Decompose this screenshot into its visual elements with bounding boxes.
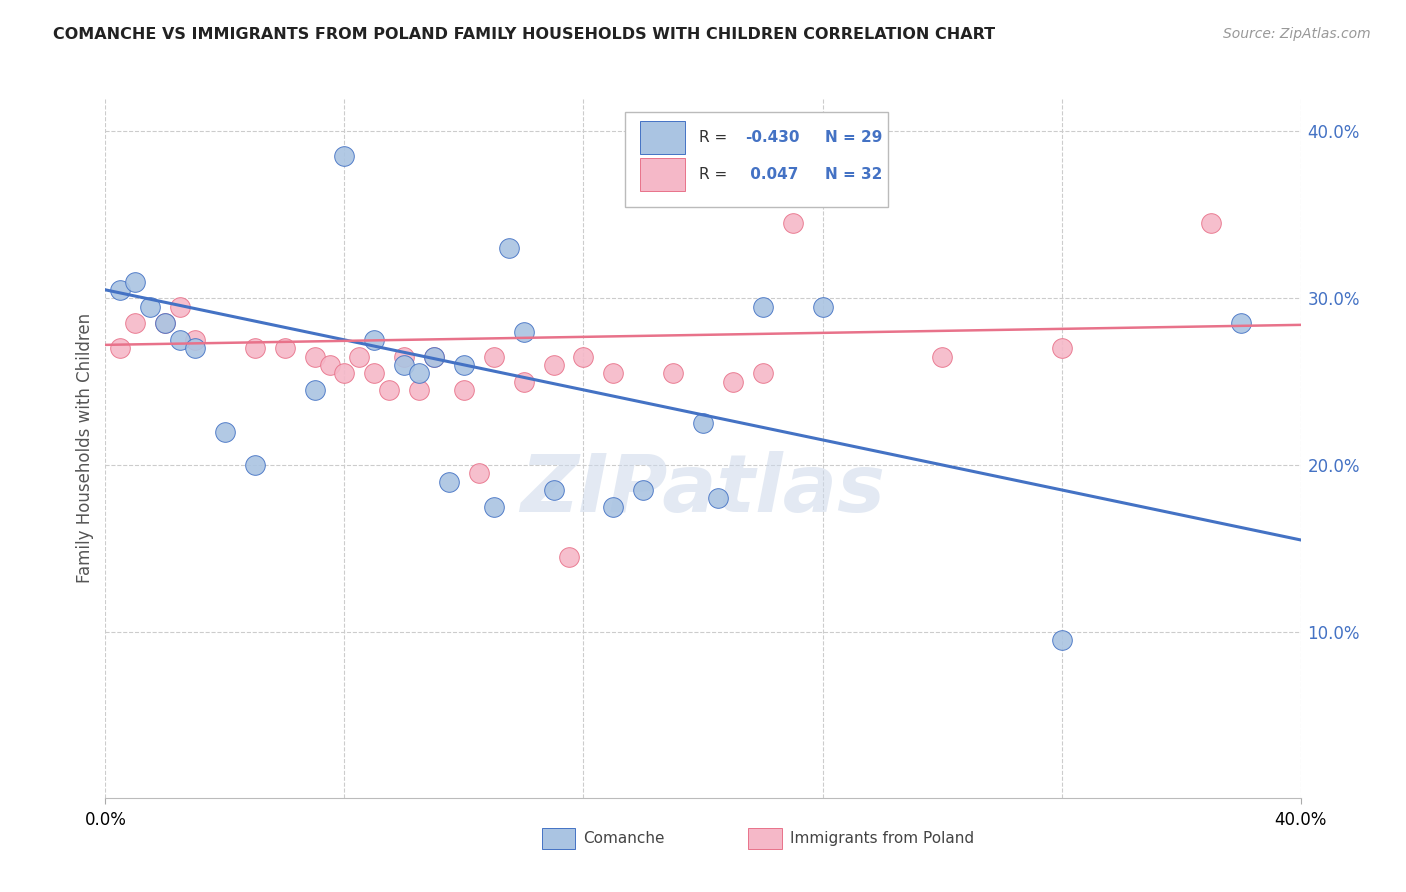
Point xyxy=(318,358,340,372)
FancyBboxPatch shape xyxy=(541,828,575,849)
Text: R =: R = xyxy=(699,167,733,182)
Point xyxy=(169,333,191,347)
FancyBboxPatch shape xyxy=(640,158,685,191)
Text: -0.430: -0.430 xyxy=(745,130,800,145)
Point xyxy=(1199,216,1222,230)
Point xyxy=(468,467,491,481)
Point xyxy=(333,149,356,163)
Text: N = 29: N = 29 xyxy=(825,130,883,145)
Point xyxy=(1050,632,1073,647)
Point xyxy=(394,358,416,372)
Point xyxy=(243,341,266,355)
Point xyxy=(349,350,371,364)
Point xyxy=(498,241,520,255)
Point xyxy=(811,300,834,314)
Point xyxy=(155,316,177,330)
Point xyxy=(304,383,326,397)
Point xyxy=(633,483,655,497)
Point xyxy=(184,341,207,355)
Point xyxy=(169,300,191,314)
Point xyxy=(557,549,579,564)
Point xyxy=(437,475,460,489)
Point xyxy=(707,491,730,506)
Point xyxy=(110,341,132,355)
Point xyxy=(482,500,505,514)
Point xyxy=(423,350,446,364)
FancyBboxPatch shape xyxy=(748,828,782,849)
Point xyxy=(751,300,773,314)
Point xyxy=(482,350,505,364)
Point xyxy=(931,350,953,364)
Point xyxy=(543,483,565,497)
Point xyxy=(513,375,536,389)
Point xyxy=(453,358,475,372)
Point xyxy=(124,275,146,289)
Point xyxy=(453,383,475,397)
Point xyxy=(572,350,595,364)
Text: 0.047: 0.047 xyxy=(745,167,799,182)
Point xyxy=(543,358,565,372)
Point xyxy=(184,333,207,347)
Point xyxy=(782,216,804,230)
Point xyxy=(602,366,624,380)
Text: COMANCHE VS IMMIGRANTS FROM POLAND FAMILY HOUSEHOLDS WITH CHILDREN CORRELATION C: COMANCHE VS IMMIGRANTS FROM POLAND FAMIL… xyxy=(53,27,995,42)
Point xyxy=(124,316,146,330)
Point xyxy=(394,350,416,364)
Text: Comanche: Comanche xyxy=(583,830,665,846)
Point xyxy=(333,366,356,380)
Point xyxy=(751,366,773,380)
Point xyxy=(423,350,446,364)
Point xyxy=(378,383,401,397)
Point xyxy=(110,283,132,297)
Text: R =: R = xyxy=(699,130,733,145)
Point xyxy=(155,316,177,330)
Point xyxy=(513,325,536,339)
Point xyxy=(662,366,685,380)
Point xyxy=(363,366,385,380)
Point xyxy=(1050,341,1073,355)
Point xyxy=(304,350,326,364)
Point xyxy=(602,500,624,514)
Point xyxy=(214,425,236,439)
Point xyxy=(692,416,714,430)
Text: Immigrants from Poland: Immigrants from Poland xyxy=(790,830,974,846)
Point xyxy=(408,366,430,380)
Text: ZIPatlas: ZIPatlas xyxy=(520,451,886,529)
Point xyxy=(363,333,385,347)
Point xyxy=(273,341,295,355)
Point xyxy=(721,375,744,389)
Point xyxy=(139,300,162,314)
Y-axis label: Family Households with Children: Family Households with Children xyxy=(76,313,94,583)
FancyBboxPatch shape xyxy=(626,112,889,207)
Text: Source: ZipAtlas.com: Source: ZipAtlas.com xyxy=(1223,27,1371,41)
Point xyxy=(1229,316,1253,330)
Point xyxy=(243,458,266,472)
Text: N = 32: N = 32 xyxy=(825,167,883,182)
Point xyxy=(408,383,430,397)
FancyBboxPatch shape xyxy=(640,120,685,154)
